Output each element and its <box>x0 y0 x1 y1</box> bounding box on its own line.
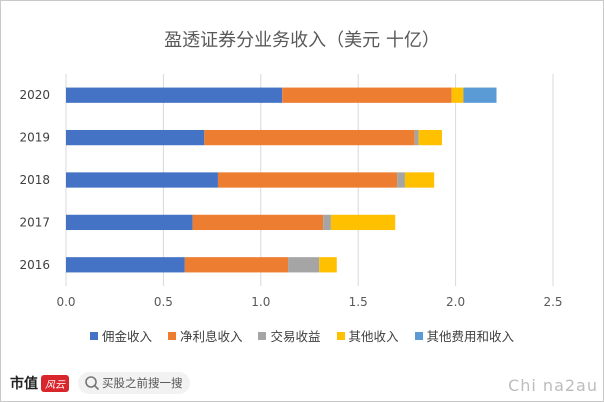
bar-segment <box>404 172 435 188</box>
x-tick-label: 0.5 <box>154 295 173 309</box>
legend-swatch <box>414 331 423 340</box>
x-tick-label: 1.0 <box>251 295 270 309</box>
bar-segment <box>288 257 320 273</box>
x-tick-label: 0.0 <box>56 295 75 309</box>
legend-item: 佣金收入 <box>89 326 152 345</box>
legend-label: 其他费用和收入 <box>426 329 515 344</box>
y-tick-label: 2016 <box>19 258 50 272</box>
legend-swatch <box>167 331 176 340</box>
bar-segment <box>66 129 205 146</box>
x-tick-label: 2.0 <box>446 295 465 309</box>
brand-logo-mark: 风云 <box>41 374 69 392</box>
watermark-text: Chi na2au <box>508 376 598 395</box>
bar-segment <box>330 214 396 231</box>
bar-segment <box>319 257 337 273</box>
y-tick-label: 2018 <box>19 173 50 187</box>
legend-swatch <box>336 331 345 340</box>
bar-segment <box>184 257 289 273</box>
bar-chart: 0.0 0.5 1.0 1.5 2.0 2.5 2020 2019 2018 2017 2016 <box>19 74 563 309</box>
search-placeholder: 买股之前搜一搜 <box>102 376 183 390</box>
legend-item: 其他收入 <box>336 326 399 345</box>
y-tick-label: 2017 <box>19 215 50 229</box>
brand-logo[interactable]: 市值 风云 <box>10 372 69 394</box>
chart-title: 盈透证券分业务收入（美元 十亿） <box>164 30 440 51</box>
bar-segment <box>414 129 419 146</box>
bar-segment <box>66 87 283 103</box>
legend-item: 交易收益 <box>258 326 321 345</box>
bar-segment <box>323 214 331 231</box>
y-tick-label: 2020 <box>19 88 50 102</box>
bar-segment <box>451 87 464 103</box>
legend-label: 其他收入 <box>348 329 399 344</box>
legend-label: 净利息收入 <box>179 329 243 344</box>
bar-segment <box>204 129 415 146</box>
search-input[interactable]: 买股之前搜一搜 <box>78 372 190 394</box>
bar-segment <box>282 87 452 103</box>
legend-swatch <box>89 331 98 340</box>
legend-item: 其他费用和收入 <box>414 326 515 345</box>
bar-segment <box>66 214 193 231</box>
bar-segment <box>418 129 442 146</box>
bar-segment <box>66 172 218 188</box>
legend-swatch <box>258 331 267 340</box>
legend-label: 交易收益 <box>270 329 321 344</box>
brand-name: 市值 <box>10 376 38 392</box>
bar-segment <box>217 172 398 188</box>
legend-item: 净利息收入 <box>167 326 243 345</box>
bar-segment <box>463 87 497 103</box>
x-tick-label: 2.5 <box>543 295 562 309</box>
bar-segment <box>192 214 324 231</box>
bar-segment <box>397 172 405 188</box>
legend-label: 佣金收入 <box>101 329 152 344</box>
bar-segment <box>66 257 185 273</box>
chart-legend: 佣金收入 净利息收入 交易收益 其他收入 其他费用和收入 <box>0 326 604 345</box>
x-tick-label: 1.5 <box>349 295 368 309</box>
search-icon <box>85 376 99 390</box>
y-tick-label: 2019 <box>19 131 50 145</box>
